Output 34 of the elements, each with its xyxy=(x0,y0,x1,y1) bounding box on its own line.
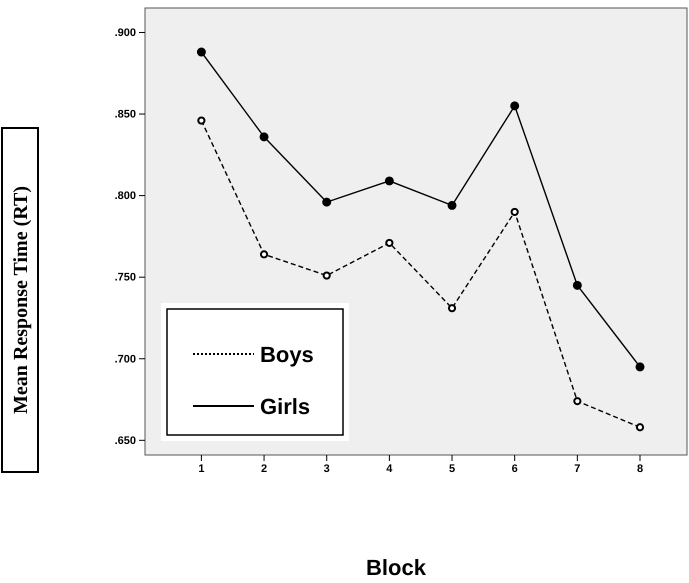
y-tick-label: .700 xyxy=(114,353,136,366)
x-tick-label: 8 xyxy=(636,462,644,475)
point xyxy=(510,208,519,216)
point xyxy=(636,423,644,432)
x-axis-title: Block xyxy=(366,555,427,580)
x-tick-label: 6 xyxy=(512,462,518,475)
x-tick-label: 4 xyxy=(386,462,394,475)
point xyxy=(384,176,394,186)
y-tick-label: .850 xyxy=(114,108,136,121)
point xyxy=(196,48,206,57)
point xyxy=(260,250,268,258)
point xyxy=(636,362,644,372)
y-axis-title: Mean Response Time (RT) xyxy=(10,186,32,414)
point xyxy=(197,116,206,125)
y-tick-label: .750 xyxy=(114,272,136,284)
legend-label: Boys xyxy=(260,342,314,367)
point xyxy=(260,132,269,142)
y-tick-label: .650 xyxy=(114,434,136,447)
x-tick-label: 7 xyxy=(574,462,580,475)
point xyxy=(385,238,394,248)
x-tick-label: 3 xyxy=(324,462,330,475)
x-tick-label: 5 xyxy=(448,462,456,475)
legend-label: Girls xyxy=(260,394,310,419)
point xyxy=(322,271,331,280)
point xyxy=(448,304,456,312)
y-tick-label: .900 xyxy=(114,26,136,39)
point xyxy=(572,280,582,290)
x-tick-label: 1 xyxy=(198,462,204,475)
point xyxy=(448,200,457,210)
point xyxy=(573,397,582,406)
point xyxy=(322,198,332,207)
y-tick-label: .800 xyxy=(114,190,136,202)
point xyxy=(510,101,520,110)
x-tick-label: 2 xyxy=(260,462,268,475)
